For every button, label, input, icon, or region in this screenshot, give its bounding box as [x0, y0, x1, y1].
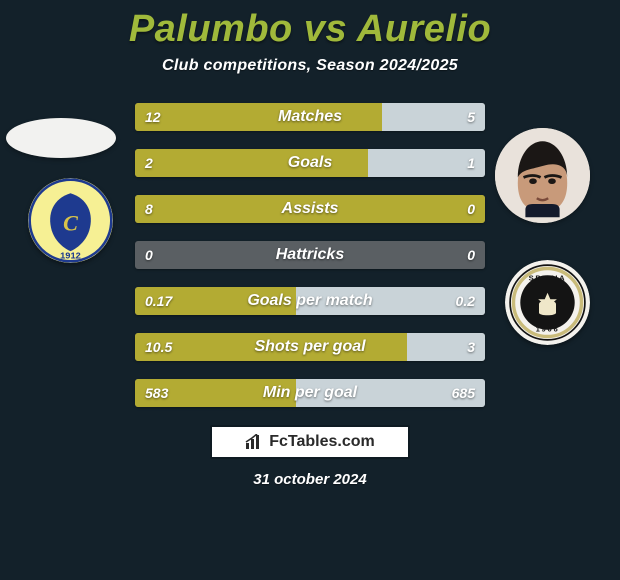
bar-left: [135, 103, 382, 131]
stat-value-left: 0: [145, 241, 153, 269]
player-2-club-badge: SPEZIA 1906: [505, 260, 590, 345]
player-1-club-badge: C 1912: [28, 178, 113, 263]
subtitle: Club competitions, Season 2024/2025: [0, 57, 620, 75]
stat-value-left: 2: [145, 149, 153, 177]
stats-list: 125Matches21Goals80Assists00Hattricks0.1…: [135, 103, 485, 407]
stat-value-left: 12: [145, 103, 161, 131]
stat-value-right: 3: [467, 333, 475, 361]
bar-left: [135, 195, 485, 223]
face-icon: [495, 128, 590, 223]
player-1-avatar: [6, 118, 116, 158]
player-2-avatar: [495, 128, 590, 223]
snapshot-date: 31 october 2024: [0, 471, 620, 488]
comparison-card: Palumbo vs Aurelio Club competitions, Se…: [0, 0, 620, 580]
player-2-name: Aurelio: [357, 8, 491, 50]
stat-row-min_per_goal: 583685Min per goal: [135, 379, 485, 407]
svg-text:C: C: [63, 211, 78, 236]
stat-row-hattricks: 0 0Hattricks: [135, 241, 485, 269]
stat-row-assists: 80Assists: [135, 195, 485, 223]
stat-value-right: 0: [467, 195, 475, 223]
stat-value-right: 0.2: [456, 287, 475, 315]
stat-value-right: 1: [467, 149, 475, 177]
brand-attribution: FcTables.com: [210, 425, 410, 459]
title-vs: vs: [304, 8, 347, 50]
stat-row-matches: 125Matches: [135, 103, 485, 131]
stat-value-left: 0.17: [145, 287, 172, 315]
club-right-year: 1906: [536, 324, 560, 333]
bar-left: [135, 333, 407, 361]
stat-value-left: 10.5: [145, 333, 172, 361]
bar-left: [135, 149, 368, 177]
stat-value-left: 583: [145, 379, 168, 407]
chart-icon: [245, 434, 263, 450]
stat-row-goals_per_match: 0.170.2Goals per match: [135, 287, 485, 315]
stat-value-right: 5: [467, 103, 475, 131]
club-badge-icon: C 1912: [28, 178, 113, 263]
stat-value-left: 8: [145, 195, 153, 223]
club-badge-icon: SPEZIA 1906: [505, 260, 590, 345]
stat-row-shots_per_goal: 10.53Shots per goal: [135, 333, 485, 361]
club-left-year: 1912: [60, 251, 81, 261]
stat-label: Hattricks: [135, 241, 485, 269]
stat-value-right: 0: [467, 241, 475, 269]
page-title: Palumbo vs Aurelio: [0, 8, 620, 51]
club-right-name: SPEZIA: [529, 273, 567, 282]
stat-row-goals: 21Goals: [135, 149, 485, 177]
brand-text: FcTables.com: [269, 433, 375, 451]
player-1-name: Palumbo: [129, 8, 293, 50]
stat-value-right: 685: [452, 379, 475, 407]
